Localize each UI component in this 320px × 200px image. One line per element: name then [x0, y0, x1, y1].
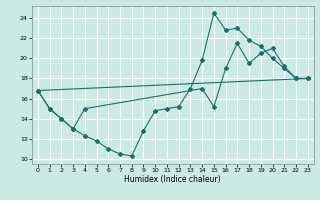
X-axis label: Humidex (Indice chaleur): Humidex (Indice chaleur) [124, 175, 221, 184]
